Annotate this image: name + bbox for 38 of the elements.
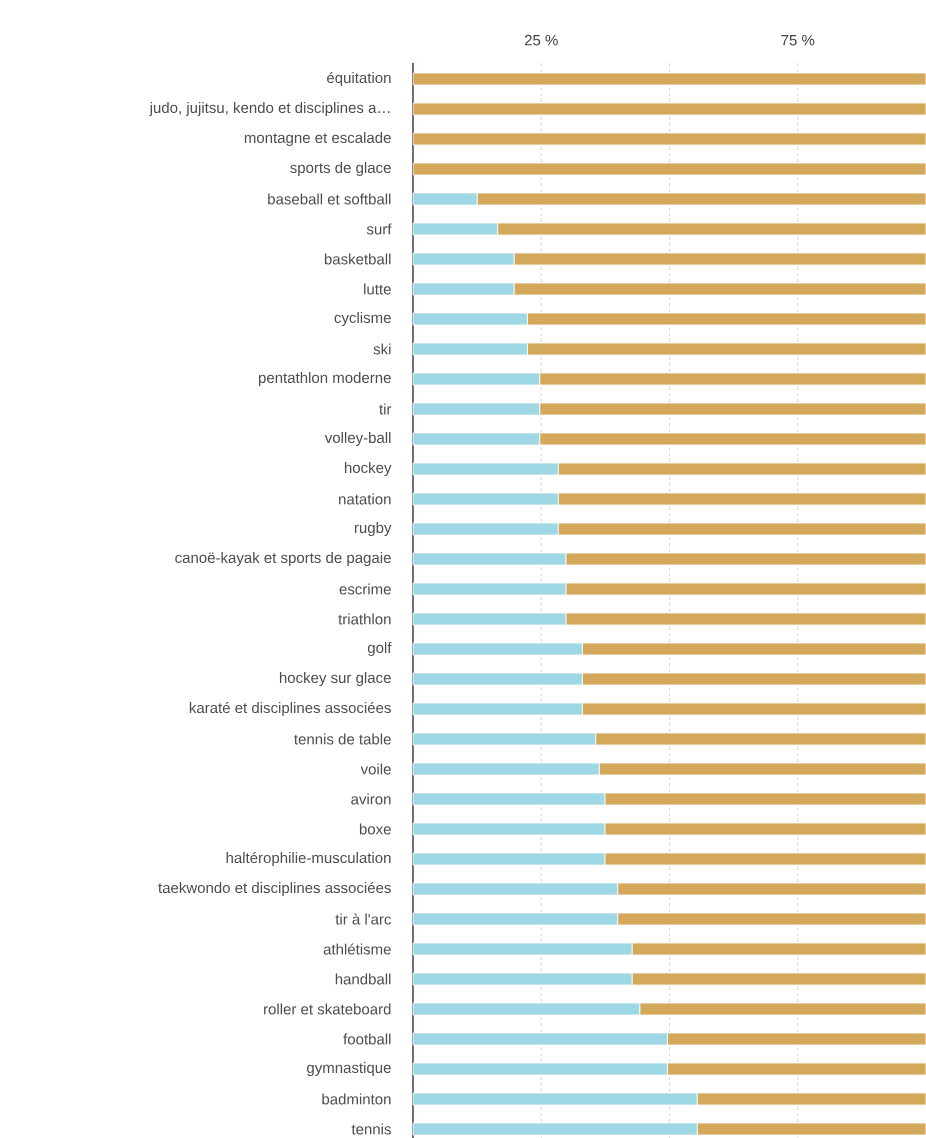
y-tick-label: golf xyxy=(367,642,392,656)
y-tick-label: voile xyxy=(360,763,391,775)
y-tick-label: lutte xyxy=(364,283,391,295)
y-tick-label: handball xyxy=(335,973,391,985)
y-tick-label: équitation xyxy=(327,71,391,87)
y-tick-label: rugby xyxy=(354,522,392,536)
y-tick-label: triathlon xyxy=(338,613,391,625)
y-tick-label: badminton xyxy=(322,1093,391,1105)
y-tick-label: judo, jujitsu, kendo et disciplines a… xyxy=(149,102,390,116)
y-tick-label: gymnastique xyxy=(307,1062,391,1076)
y-tick-label: ski xyxy=(373,343,391,355)
y-tick-label: pentathlon moderne xyxy=(259,372,391,386)
y-tick-label: tennis de table xyxy=(294,733,391,745)
y-tick-label: natation xyxy=(339,493,391,505)
y-tick-label: athlétisme xyxy=(323,943,391,955)
y-tick-label: football xyxy=(343,1033,391,1045)
y-tick-label: tir à l'arc xyxy=(335,913,392,925)
y-tick-label: karaté et disciplines associées xyxy=(189,701,391,717)
y-tick-label: basketball xyxy=(324,253,391,265)
y-tick-label: hockey xyxy=(344,462,392,476)
y-tick-label: tir xyxy=(379,403,392,415)
y-tick-label: haltérophilie-musculation xyxy=(226,851,391,867)
y-tick-label: baseball et softball xyxy=(268,193,391,205)
y-tick-label: volley-ball xyxy=(324,432,391,446)
y-tick-label: boxe xyxy=(359,823,391,835)
y-tick-label: roller et skateboard xyxy=(264,1003,391,1015)
y-tick-label: montagne et escalade xyxy=(244,132,391,146)
x-tick-label: 75 % xyxy=(781,34,815,46)
y-tick-label: sports de glace xyxy=(290,162,391,176)
y-tick-label: cyclisme xyxy=(334,312,391,326)
x-tick-label: 25 % xyxy=(524,34,558,46)
y-tick-label: canoë-kayak et sports de pagaie xyxy=(175,552,391,566)
y-tick-label: tennis xyxy=(351,1123,391,1135)
y-tick-label: aviron xyxy=(351,793,391,805)
y-tick-label: taekwondo et disciplines associées xyxy=(158,881,391,897)
y-tick-label: escrime xyxy=(339,583,391,595)
y-tick-label: surf xyxy=(366,223,392,235)
y-tick-label: hockey sur glace xyxy=(279,672,391,686)
